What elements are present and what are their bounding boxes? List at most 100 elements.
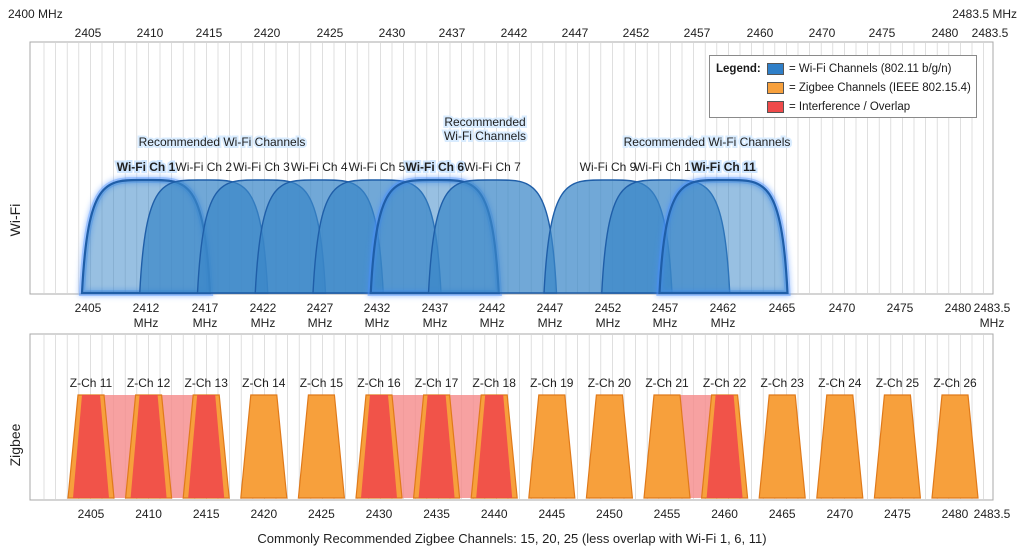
zigbee-channel-label: Z-Ch 21	[645, 376, 689, 390]
zigbee-z-ch-11-interference	[73, 395, 109, 498]
zigbee-bottom-tick: 2475	[884, 507, 911, 521]
recommended-label: Recommended Wi-Fi Channels	[139, 135, 306, 149]
zigbee-bottom-tick: 2483.5	[974, 507, 1011, 521]
zigbee-channel-label: Z-Ch 15	[300, 376, 344, 390]
wifi-bottom-tick-unit: MHz	[980, 316, 1005, 330]
wifi-bottom-tick-value: 2465	[769, 301, 796, 315]
zigbee-bottom-tick: 2445	[538, 507, 565, 521]
zigbee-z-ch-20	[585, 394, 634, 499]
top-tick-label: 2420	[254, 26, 281, 40]
top-tick-label: 2430	[379, 26, 406, 40]
legend-title: Legend:	[716, 63, 761, 75]
top-tick-label: 2470	[809, 26, 836, 40]
zigbee-z-ch-24	[816, 394, 864, 499]
wifi-channel-label: Wi-Fi Ch 7	[464, 160, 521, 174]
legend-item-interference: = Interference / Overlap	[767, 99, 910, 114]
wifi-bottom-tick-value: 2405	[75, 301, 102, 315]
top-tick-label: 2480	[932, 26, 959, 40]
zigbee-bottom-axis-ticks: 2405 2410 2415 2420 2425 2430 2435 2440 2445 2450…	[78, 507, 1011, 521]
top-tick-label: 2442	[501, 26, 528, 40]
wifi-bottom-tick-value: 2412	[133, 301, 160, 315]
top-right-freq-label: 2483.5 MHz	[952, 7, 1017, 21]
wifi-channel-label: Wi-Fi Ch 6	[405, 160, 464, 174]
zigbee-z-ch-21	[643, 394, 691, 499]
wifi-curve-wi-fi-ch-11	[658, 178, 789, 295]
zigbee-z-ch-25	[873, 394, 922, 499]
wifi-channel-curves	[78, 176, 791, 296]
legend-label-wifi: = Wi-Fi Channels (802.11 b/g/n)	[789, 62, 952, 75]
wifi-bottom-tick-unit: MHz	[538, 316, 563, 330]
top-tick-label: 2405	[75, 26, 102, 40]
zigbee-z-ch-12-interference	[130, 395, 167, 498]
wifi-bottom-tick-value: 2475	[887, 301, 914, 315]
zigbee-bottom-tick: 2480	[942, 507, 969, 521]
wifi-channel-label: Wi-Fi Ch 3	[233, 160, 290, 174]
zigbee-channel-label: Z-Ch 26	[933, 376, 977, 390]
wifi-bottom-tick-unit: MHz	[365, 316, 390, 330]
legend-box: Legend: = Wi-Fi Channels (802.11 b/g/n) …	[709, 55, 977, 118]
wifi-channel-label: Wi-Fi Ch 4	[291, 160, 348, 174]
zigbee-z-ch-23	[758, 394, 806, 499]
top-tick-label: 2437	[439, 26, 466, 40]
wifi-bottom-tick-unit: MHz	[711, 316, 736, 330]
zigbee-footer-note: Commonly Recommended Zigbee Channels: 15…	[257, 531, 766, 546]
wifi-bottom-tick-unit: MHz	[134, 316, 159, 330]
zigbee-z-ch-22-interference	[706, 395, 743, 498]
top-tick-label: 2457	[684, 26, 711, 40]
zigbee-channel-label: Z-Ch 13	[185, 376, 229, 390]
wifi-channel-label: Wi-Fi Ch 2	[175, 160, 232, 174]
zigbee-z-ch-14	[240, 394, 288, 499]
zigbee-z-ch-15	[297, 394, 346, 499]
wifi-curve-wi-fi-ch-7	[427, 179, 558, 294]
wifi-bottom-tick-value: 2470	[829, 301, 856, 315]
wifi-bottom-tick-value: 2442	[479, 301, 506, 315]
zigbee-z-ch-26	[931, 394, 979, 499]
wifi-channel-label: Wi-Fi Ch 10	[634, 160, 698, 174]
zigbee-channel-label: Z-Ch 19	[530, 376, 574, 390]
legend-swatch-interference	[767, 100, 784, 113]
top-tick-label: 2452	[623, 26, 650, 40]
top-left-freq-label: 2400 MHz	[8, 7, 63, 21]
wifi-bottom-tick-value: 2417	[192, 301, 219, 315]
wifi-bottom-tick-unit: MHz	[251, 316, 276, 330]
zigbee-channel-label: Z-Ch 11	[70, 376, 113, 390]
wifi-channel-label: Wi-Fi Ch 9	[580, 160, 637, 174]
zigbee-channel-label: Z-Ch 12	[127, 376, 171, 390]
zigbee-bottom-tick: 2440	[481, 507, 508, 521]
top-axis-ticks: 2405 2410 2415 2420 2425 2430 2437 2442 2447 2452…	[75, 26, 1009, 40]
zigbee-z-ch-17-interference	[418, 395, 455, 498]
wifi-channel-label: Wi-Fi Ch 11	[691, 160, 756, 174]
legend-item-zigbee: = Zigbee Channels (IEEE 802.15.4)	[767, 80, 971, 95]
wifi-bottom-axis-ticks: 2405 2412MHz2417MHz2422MHz2427MHz2432MHz2…	[75, 301, 1011, 330]
zigbee-channel-label: Z-Ch 25	[876, 376, 920, 390]
wifi-bottom-tick-unit: MHz	[480, 316, 505, 330]
zigbee-bottom-tick: 2425	[308, 507, 335, 521]
legend-label-interference: = Interference / Overlap	[789, 100, 911, 113]
wifi-bottom-tick-unit: MHz	[653, 316, 678, 330]
zigbee-channel-label: Z-Ch 18	[473, 376, 517, 390]
wifi-channel-label: Wi-Fi Ch 5	[349, 160, 406, 174]
zigbee-z-ch-18-interference	[476, 395, 513, 498]
zigbee-channel-label: Z-Ch 20	[588, 376, 632, 390]
top-tick-label: 2410	[137, 26, 164, 40]
wifi-bottom-tick-value: 2483.5	[974, 301, 1011, 315]
legend-item-wifi: = Wi-Fi Channels (802.11 b/g/n)	[767, 61, 951, 76]
zigbee-z-ch-13-interference	[188, 395, 225, 498]
zigbee-channel-label: Z-Ch 16	[357, 376, 401, 390]
zigbee-bottom-tick: 2470	[826, 507, 853, 521]
recommended-label: Recommended	[444, 115, 525, 129]
top-tick-label: 2475	[869, 26, 896, 40]
recommended-labels: Recommended Wi-Fi Channels RecommendedWi-…	[137, 113, 793, 151]
zigbee-bottom-tick: 2430	[366, 507, 393, 521]
top-tick-label: 2460	[747, 26, 774, 40]
wifi-bottom-tick-value: 2480	[945, 301, 972, 315]
zigbee-axis-label: Zigbee	[7, 423, 23, 466]
top-tick-label: 2415	[196, 26, 223, 40]
legend-swatch-wifi	[767, 62, 784, 75]
legend-label-zigbee: = Zigbee Channels (IEEE 802.15.4)	[789, 81, 971, 94]
recommended-label: Wi-Fi Channels	[444, 129, 526, 143]
wifi-bottom-tick-value: 2427	[307, 301, 334, 315]
wifi-bottom-tick-value: 2432	[364, 301, 391, 315]
zigbee-bottom-tick: 2455	[654, 507, 681, 521]
